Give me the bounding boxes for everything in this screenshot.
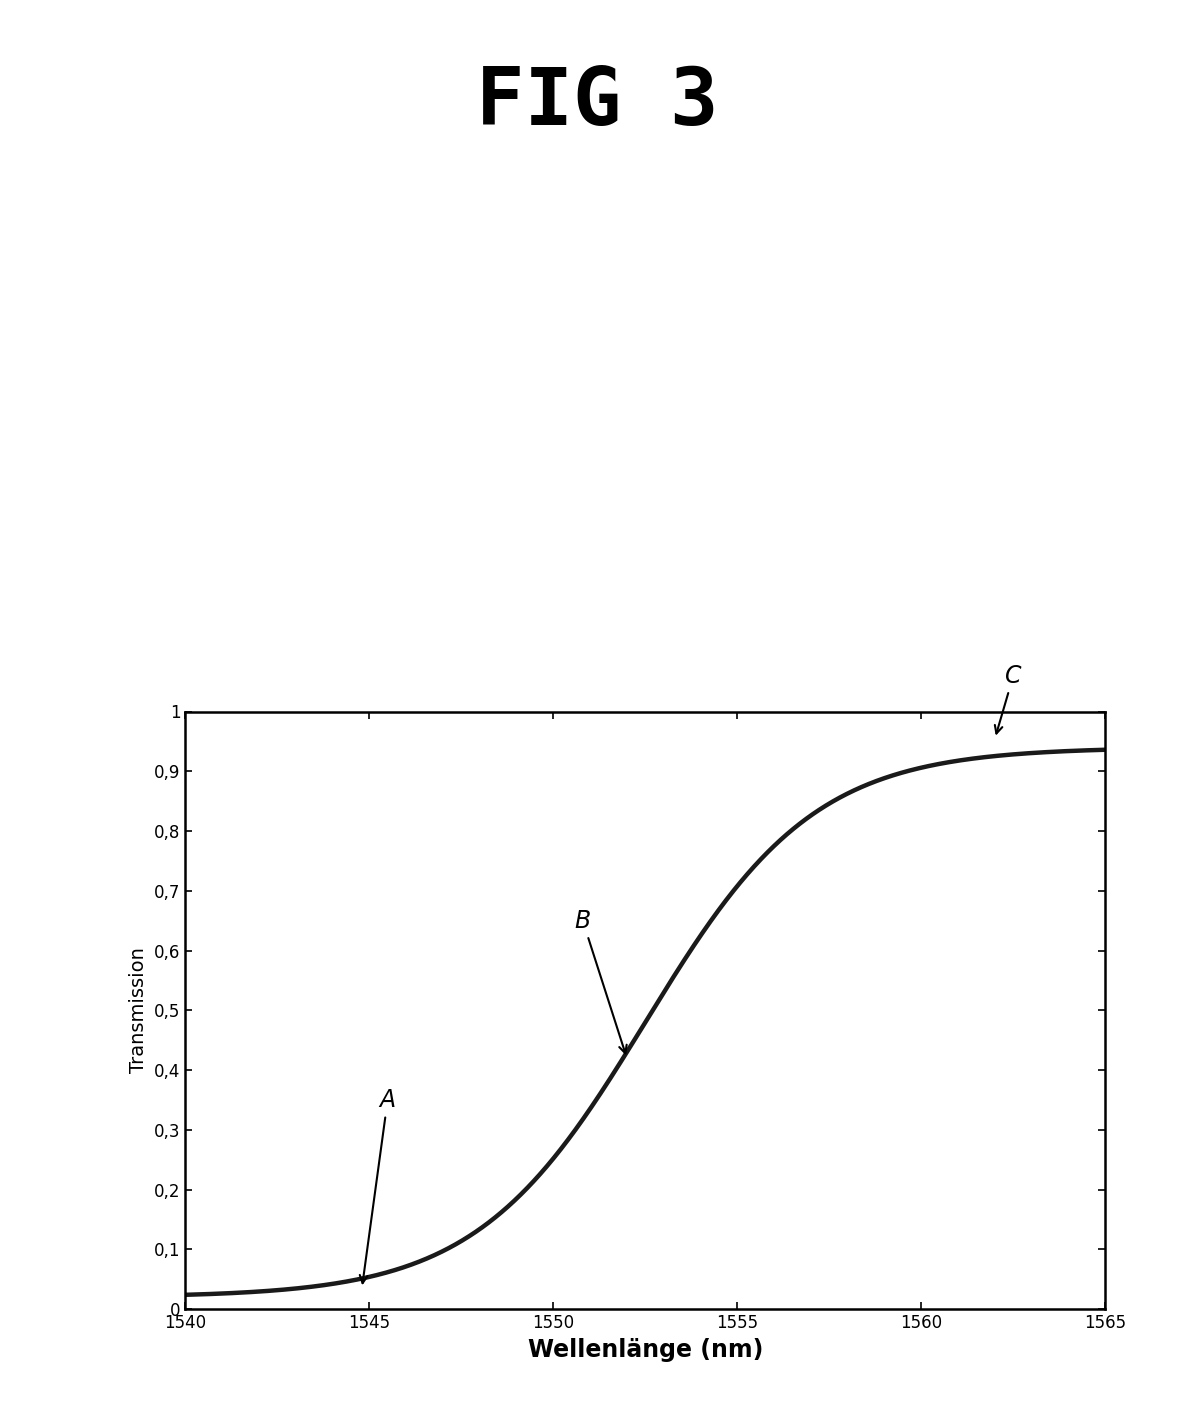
Text: A: A: [360, 1089, 396, 1284]
Text: FIG 3: FIG 3: [477, 64, 718, 142]
Y-axis label: Transmission: Transmission: [129, 948, 148, 1073]
X-axis label: Wellenlänge (nm): Wellenlänge (nm): [528, 1338, 762, 1362]
Text: C: C: [995, 663, 1022, 733]
Text: B: B: [575, 909, 626, 1053]
